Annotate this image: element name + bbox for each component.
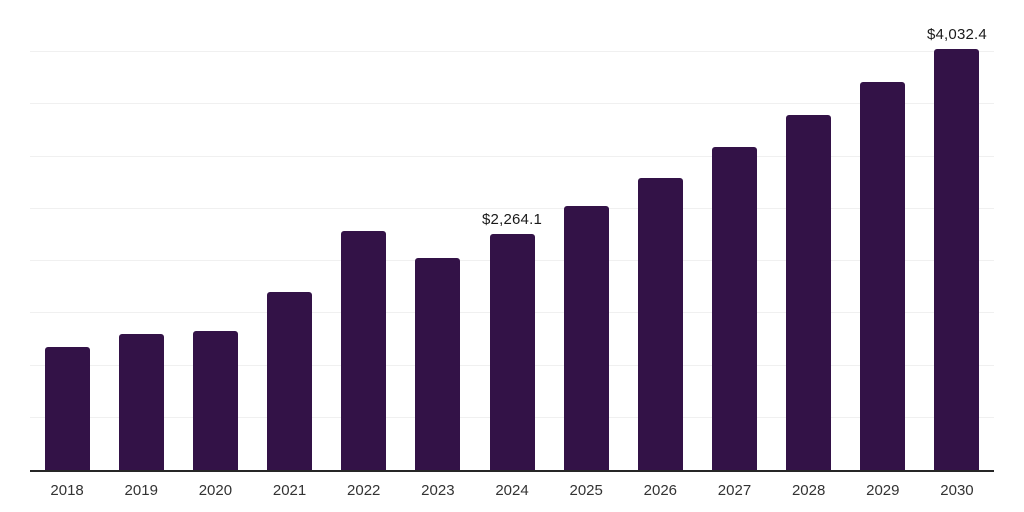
bar-2027 (711, 146, 757, 470)
gridline-4000 (30, 51, 994, 53)
bar-2020 (192, 331, 238, 470)
x-tick-2024: 2024 (495, 482, 529, 499)
bar-2019 (118, 334, 164, 470)
x-tick-2020: 2020 (198, 482, 233, 499)
x-tick-2019: 2019 (124, 482, 158, 499)
gridline-3500 (30, 103, 994, 105)
gridline-2500 (30, 207, 994, 209)
bar-2028 (786, 114, 832, 470)
bar-slot-2020 (178, 0, 252, 470)
bar-slot-2024: $2,264.1 (475, 0, 549, 470)
bar-slot-2027 (697, 0, 771, 470)
bar-slot-2028 (772, 0, 846, 470)
x-tick-2028: 2028 (791, 482, 826, 499)
bar-slot-2022 (327, 0, 401, 470)
bar-2024 (489, 233, 535, 470)
bar-slot-2021 (252, 0, 326, 470)
x-tick-2030: 2030 (940, 482, 974, 499)
bar-2026 (637, 177, 683, 470)
x-tick-2025: 2025 (569, 482, 603, 499)
bar-2018 (44, 347, 90, 470)
bar-slot-2029 (846, 0, 920, 470)
x-tick-2021: 2021 (272, 482, 307, 499)
bar-slot-2018 (30, 0, 104, 470)
bar-slot-2019 (104, 0, 178, 470)
bar-2030 (934, 48, 980, 470)
x-axis-labels: 2018 2019 2020 2021 2022 2023 2024 2025 2026 2027… (30, 482, 994, 499)
x-tick-2029: 2029 (866, 482, 900, 499)
x-tick-2023: 2023 (421, 482, 455, 499)
x-tick-2018: 2018 (50, 482, 84, 499)
bar-2029 (860, 82, 906, 470)
bar-2021 (267, 292, 313, 470)
x-tick-2022: 2022 (347, 482, 381, 499)
bar-2025 (563, 206, 609, 470)
bar-2022 (341, 231, 387, 470)
data-label-2030: $4,032.4 (926, 25, 987, 43)
bar-slot-2026 (623, 0, 697, 470)
bar-slot-2030: $4,032.4 (920, 0, 994, 470)
plot-area: $2,264.1 $4,032.4 (30, 0, 994, 472)
data-label-2024: $2,264.1 (482, 210, 543, 228)
bar-slot-2023 (401, 0, 475, 470)
x-tick-2026: 2026 (643, 482, 678, 499)
x-tick-2027: 2027 (717, 482, 752, 499)
bars-container: $2,264.1 $4,032.4 (30, 0, 994, 470)
bar-2023 (415, 257, 461, 470)
bar-slot-2025 (549, 0, 623, 470)
gridline-3000 (30, 155, 994, 157)
